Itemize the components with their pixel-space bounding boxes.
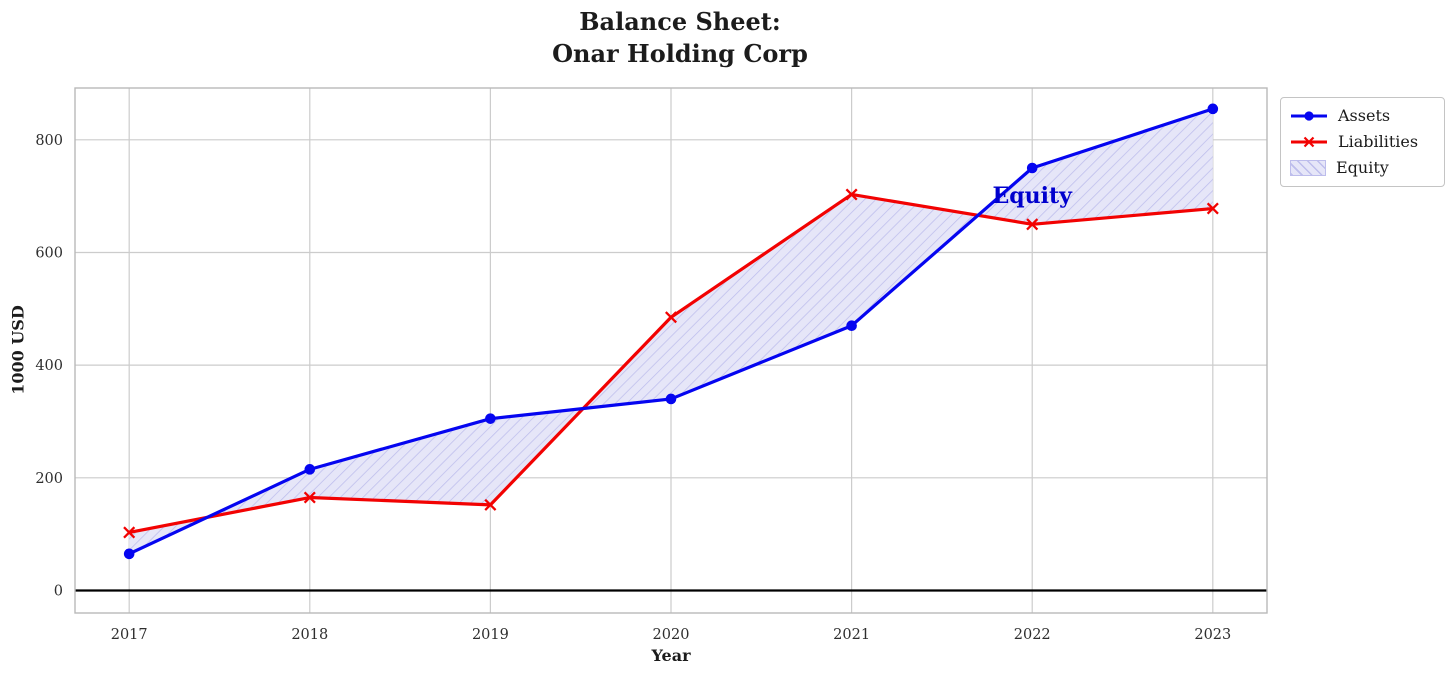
liabilities-marker xyxy=(123,526,136,539)
y-tick-label: 600 xyxy=(35,245,63,261)
liabilities-line-icon xyxy=(1290,133,1328,151)
y-tick-label: 200 xyxy=(35,471,63,487)
legend-label-equity: Equity xyxy=(1336,158,1389,177)
x-tick-label: 2022 xyxy=(1014,627,1051,643)
legend-label-liabilities: Liabilities xyxy=(1338,132,1419,151)
assets-marker xyxy=(1026,162,1038,174)
x-tick-label: 2021 xyxy=(833,627,870,643)
assets-marker xyxy=(665,393,677,405)
liabilities-marker xyxy=(303,491,316,504)
x-tick-label: 2018 xyxy=(291,627,328,643)
liabilities-marker xyxy=(664,311,678,324)
assets-marker xyxy=(846,320,857,332)
x-tick-label: 2019 xyxy=(472,627,509,643)
assets-marker xyxy=(1207,103,1219,115)
equity-fill-area xyxy=(129,108,1213,554)
equity-annotation: Equity xyxy=(992,183,1073,209)
liabilities-marker xyxy=(845,188,858,201)
plot-frame xyxy=(74,87,1268,614)
x-tick-label: 2017 xyxy=(111,627,148,643)
assets-line-icon xyxy=(1290,107,1328,125)
liabilities-marker xyxy=(1206,202,1219,215)
legend: Assets Liabilities Equity xyxy=(1280,97,1445,187)
y-axis-label: 1000 USD xyxy=(8,305,28,395)
assets-marker xyxy=(304,464,316,475)
y-tick-label: 800 xyxy=(35,133,63,149)
chart-title-line2: Onar Holding Corp xyxy=(552,39,808,68)
legend-item-equity: Equity xyxy=(1290,157,1435,179)
liabilities-marker xyxy=(484,498,497,511)
legend-item-assets: Assets xyxy=(1290,105,1435,127)
x-tick-label: 2020 xyxy=(653,627,690,643)
liabilities-marker xyxy=(1026,218,1039,231)
legend-item-liabilities: Liabilities xyxy=(1290,131,1435,153)
chart-title-line1: Balance Sheet: xyxy=(579,7,781,36)
assets-marker xyxy=(485,413,496,424)
assets-marker xyxy=(123,548,135,560)
x-axis-label: Year xyxy=(651,646,691,665)
x-tick-label: 2023 xyxy=(1194,627,1231,643)
y-tick-label: 0 xyxy=(54,583,63,599)
y-tick-label: 400 xyxy=(35,358,63,374)
chart-title: Balance Sheet: Onar Holding Corp xyxy=(75,6,1285,70)
legend-label-assets: Assets xyxy=(1338,106,1391,125)
equity-patch-icon xyxy=(1290,160,1326,176)
